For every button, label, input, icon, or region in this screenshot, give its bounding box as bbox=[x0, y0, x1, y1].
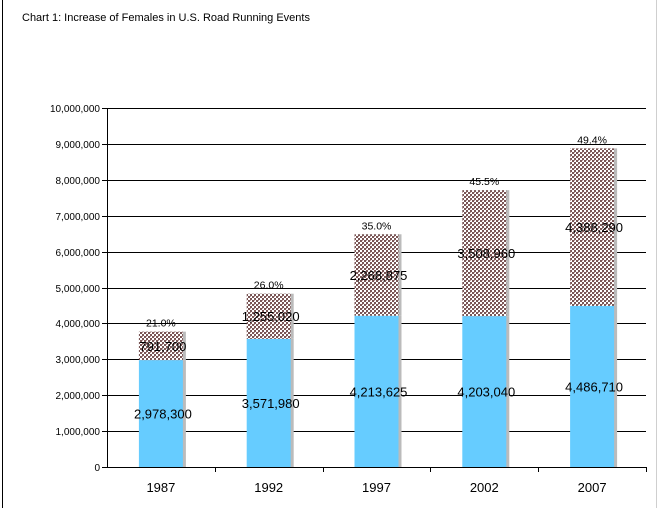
bar-percent-label: 49.4% bbox=[577, 134, 607, 146]
bar-bottom-segment bbox=[246, 338, 291, 467]
bar-top-segment bbox=[246, 293, 291, 339]
bar-bottom-value-label: 4,213,625 bbox=[350, 384, 408, 399]
y-tick-label: 8,000,000 bbox=[56, 176, 101, 187]
y-tick-label: 2,000,000 bbox=[56, 391, 101, 402]
bar-top-segment bbox=[138, 331, 183, 361]
bar-bottom-value-label: 4,486,710 bbox=[565, 379, 623, 394]
x-category-label: 1987 bbox=[146, 480, 175, 495]
bar-top-value-label: 2,268,875 bbox=[350, 268, 408, 283]
y-tick-label: 3,000,000 bbox=[56, 355, 101, 366]
y-tick-label: 1,000,000 bbox=[56, 427, 101, 438]
bar-top-value-label: 4,388,290 bbox=[565, 220, 623, 235]
frame-right-edge bbox=[656, 0, 657, 508]
x-category-label: 2002 bbox=[470, 480, 499, 495]
bar-bottom-segment bbox=[354, 315, 399, 467]
bar-top-value-label: 791,700 bbox=[139, 339, 186, 354]
bar-bottom-value-label: 2,978,300 bbox=[134, 407, 192, 422]
chart-title: Chart 1: Increase of Females in U.S. Roa… bbox=[22, 12, 310, 24]
bar-top-segment bbox=[570, 148, 615, 306]
bar-top-value-label: 1,255,020 bbox=[242, 309, 300, 324]
bar-percent-label: 21.0% bbox=[146, 318, 176, 330]
y-tick-label: 0 bbox=[94, 463, 100, 474]
y-tick-label: 5,000,000 bbox=[56, 284, 101, 295]
x-category-label: 1997 bbox=[362, 480, 391, 495]
x-category-label: 1992 bbox=[254, 480, 283, 495]
bar-top-value-label: 3,508,960 bbox=[457, 246, 515, 261]
bar-top-segment bbox=[462, 190, 507, 317]
bar-percent-label: 26.0% bbox=[254, 280, 284, 292]
bar-percent-label: 45.5% bbox=[469, 176, 499, 188]
x-category-label: 2007 bbox=[578, 480, 607, 495]
y-tick-label: 4,000,000 bbox=[56, 319, 101, 330]
bar-bottom-value-label: 3,571,980 bbox=[242, 396, 300, 411]
bar-bottom-segment bbox=[138, 360, 183, 467]
bar-layer bbox=[138, 148, 618, 467]
y-tick-label: 6,000,000 bbox=[56, 248, 101, 259]
bar-top-segment bbox=[354, 234, 399, 316]
y-tick-label: 7,000,000 bbox=[56, 212, 101, 223]
y-tick-label: 9,000,000 bbox=[56, 140, 101, 151]
y-tick-label: 10,000,000 bbox=[50, 104, 100, 115]
grid-layer bbox=[107, 108, 646, 432]
axis-layer: 0 1,000,000 2,000,000 3,000,000 4,000,000 5,0… bbox=[50, 104, 647, 495]
bar-bottom-segment bbox=[570, 305, 615, 467]
label-layer: 2,978,300 791,700 21.0% 3,571,980 1,255,020 2… bbox=[134, 134, 623, 421]
bar-bottom-value-label: 4,203,040 bbox=[457, 385, 515, 400]
bar-bottom-segment bbox=[462, 316, 507, 467]
bar-percent-label: 35.0% bbox=[362, 220, 392, 232]
